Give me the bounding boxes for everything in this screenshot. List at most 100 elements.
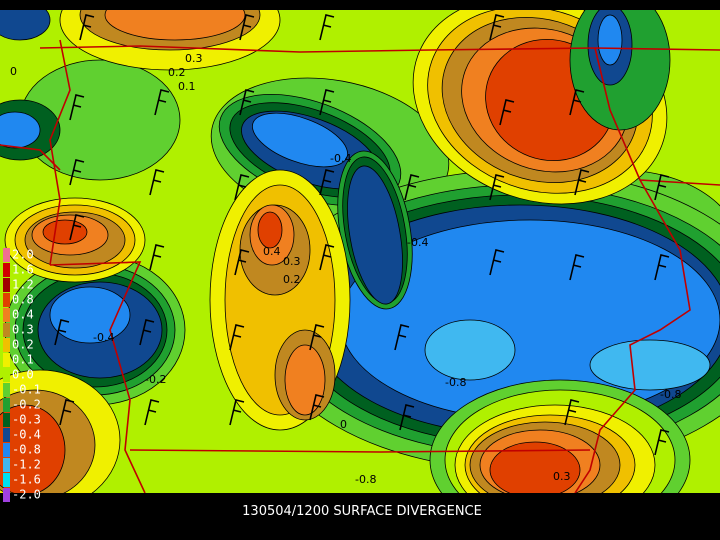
wind-barb [239,14,255,41]
border [574,179,691,493]
contour-label: -0.4 [93,331,114,344]
wind-barb [319,89,335,116]
wind-barb [69,94,85,121]
contour-fill [284,344,326,416]
legend-swatch [3,338,10,352]
wind-barb [229,324,245,351]
wind-barb [69,214,85,241]
legend-label: -1.2 [12,458,41,472]
legend-label: 1.6 [12,263,34,277]
legend-swatch [3,488,10,502]
wind-barb [139,319,155,346]
wind-barb [654,174,670,201]
wind-barb [564,399,580,426]
border [49,39,71,266]
wind-barb [569,254,585,281]
state-borders [0,39,720,493]
contour-label: 0.2 [283,273,301,286]
contour-label: 0.3 [553,470,571,483]
contour-fill [489,441,581,493]
legend-label: 2.0 [12,248,34,262]
wind-barb [489,174,505,201]
wind-barb [399,404,415,431]
wind-barb [149,169,165,196]
legend-label: -0.3 [12,413,41,427]
legend-label: -0.2 [12,398,41,412]
legend-swatch [3,293,10,307]
contour-label: -0.8 [660,388,681,401]
contour-fill [347,165,403,305]
legend-swatch [3,428,10,442]
wind-barb [319,14,335,41]
wind-barb [59,399,75,426]
wind-barb [654,254,670,281]
wind-barb [239,89,255,116]
contour-label: -0.4 [330,152,351,165]
contour-label: 0.1 [178,80,196,93]
contour-fill [0,111,41,149]
legend-swatch [3,443,10,457]
border [594,47,720,186]
border [129,449,591,453]
wind-barb [394,324,410,351]
wind-barb [154,89,170,116]
contour-fill [597,14,623,66]
wind-barb [144,399,160,426]
wind-barb [54,319,70,346]
legend-swatch [3,323,10,337]
contour-fill [0,404,66,493]
border [0,144,61,171]
contour-label: 0 [340,418,347,431]
contour-label: -0.8 [355,473,376,486]
legend-swatch [3,383,10,397]
contour-labels: 0.3 0.2 0.1 0.4 0.3 0.2 -0.4 -0.2 -0.8 -… [10,52,681,486]
contour-fill [257,211,283,249]
legend-label: 0.8 [12,293,34,307]
legend-swatch [3,398,10,412]
legend-label: 0.1 [12,353,34,367]
legend-label: 0.4 [12,308,34,322]
wind-barb [489,249,505,276]
wind-barb [499,99,515,126]
caption: 130504/1200 SURFACE DIVERGENCE [242,504,482,519]
contour-fill [252,112,348,168]
legend-swatch [3,248,10,262]
legend-label: -0.4 [12,428,41,442]
contour-label: -0.8 [445,376,466,389]
contour-fill [589,339,711,391]
legend-label: -1.6 [12,473,41,487]
legend-label: 0.2 [12,338,34,352]
legend-swatch [3,368,10,382]
wind-barb [574,169,590,196]
contour-label: 0.4 [263,245,281,258]
contour-fill [49,286,131,344]
contour-label: 0.3 [185,52,203,65]
wind-barb [319,244,335,271]
legend-label: 1.2 [12,278,34,292]
legend-label: -0.1 [12,383,41,397]
legend-swatch [3,308,10,322]
legend-label: -0.8 [12,443,41,457]
wind-barb [569,89,585,116]
legend-swatch [3,278,10,292]
contour-fill [0,10,51,41]
wind-barb [69,159,85,186]
legend-swatch [3,353,10,367]
contour-fill [424,319,516,381]
contour-fill [42,219,88,245]
legend-label: -2.0 [12,488,41,502]
legend-swatch [3,473,10,487]
wind-barb [234,249,250,276]
contour-label: -0.2 [145,373,166,386]
wind-barb [319,169,335,196]
legend-label: 0.0 [12,368,34,382]
contour-label: -0.4 [407,236,428,249]
wind-barb [309,394,325,421]
legend: 2.01.61.20.80.40.30.20.10.0-0.1-0.2-0.3-… [3,248,41,502]
legend-label: 0.3 [12,323,34,337]
wind-barb [489,14,505,41]
legend-swatch [3,413,10,427]
wind-barb [309,324,325,351]
